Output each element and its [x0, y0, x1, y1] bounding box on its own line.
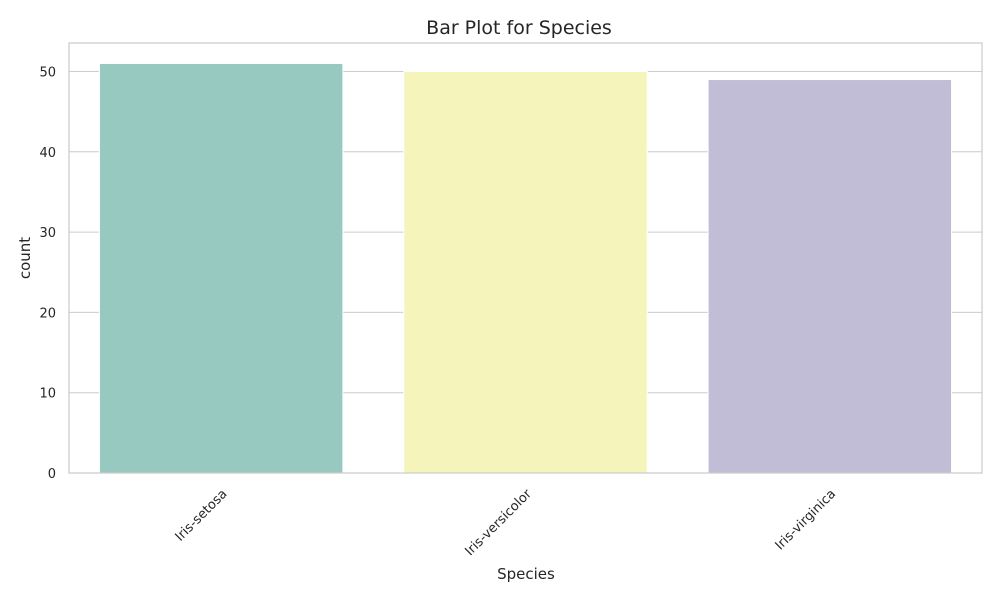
y-tick-label: 40 [39, 146, 56, 161]
y-tick-label: 10 [39, 387, 56, 402]
bar [707, 79, 953, 474]
bar [403, 71, 648, 474]
y-tick-labels: 0 10 20 30 40 50 [39, 66, 56, 482]
y-tick-label: 20 [39, 306, 56, 321]
x-axis-label: Species [497, 565, 555, 583]
y-axis-label: count [16, 237, 34, 279]
x-tick-label: Iris-virginica [773, 487, 840, 554]
plot-frame [68, 42, 983, 474]
y-tick-label: 0 [48, 467, 56, 482]
chart-title: Bar Plot for Species [426, 17, 612, 39]
x-tick-label: Iris-setosa [173, 487, 231, 545]
x-tick-label: Iris-versicolor [462, 486, 535, 559]
y-tick-label: 50 [39, 66, 56, 81]
bars [98, 62, 953, 474]
x-tick-labels: Iris-setosa Iris-versicolor Iris-virginica [173, 486, 840, 559]
y-tick-label: 30 [39, 226, 56, 241]
bar [98, 62, 344, 474]
